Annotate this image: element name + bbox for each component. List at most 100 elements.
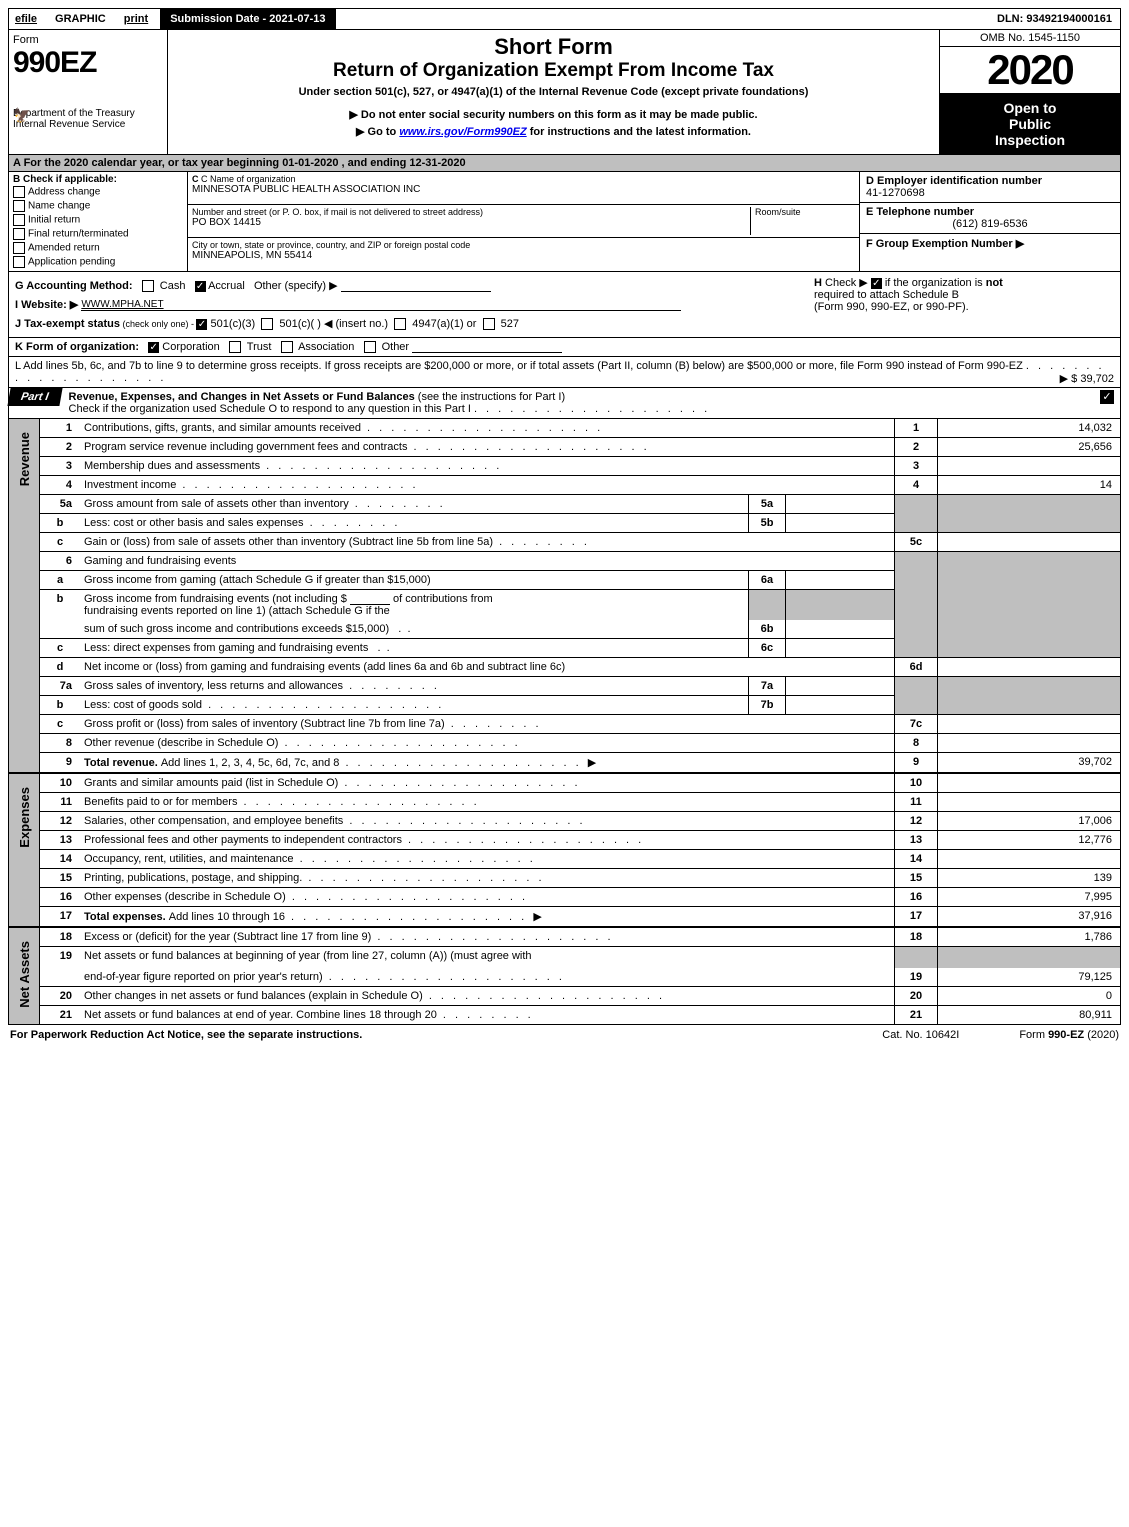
table-row: 7a Gross sales of inventory, less return… [9,677,1121,696]
k-line: K Form of organization: ✓ Corporation Tr… [8,338,1121,357]
irs-link[interactable]: www.irs.gov/Form990EZ [399,126,526,138]
expenses-tab: Expenses [9,773,40,927]
goto-pre: ▶ Go to [356,126,399,138]
dept-irs: Internal Revenue Service [13,119,163,130]
chk-application-pending[interactable]: Application pending [13,255,183,269]
meta-block: H Check ▶ ✓ if the organization is not r… [8,272,1121,338]
checkbox-icon [13,214,25,226]
line-val: 14,032 [938,419,1121,438]
part1-sub: Check if the organization used Schedule … [69,403,471,415]
chk-name-change[interactable]: Name change [13,199,183,213]
box-b: B Check if applicable: Address change Na… [9,172,188,271]
k-corp-checkbox[interactable]: ✓ [148,342,159,353]
g-accrual-checkbox[interactable]: ✓ [195,281,206,292]
efile-link[interactable]: efile [9,9,43,29]
checkbox-icon [13,200,25,212]
j-527-checkbox[interactable] [483,318,495,330]
table-row: 15Printing, publications, postage, and s… [9,869,1121,888]
table-row: cGain or (loss) from sale of assets othe… [9,533,1121,552]
table-row: 11Benefits paid to or for members . . . … [9,793,1121,812]
checkbox-icon [13,228,25,240]
chk-final-return[interactable]: Final return/terminated [13,227,183,241]
k-trust-checkbox[interactable] [229,341,241,353]
footer: For Paperwork Reduction Act Notice, see … [8,1025,1121,1041]
website-link[interactable]: WWW.MPHA.NET [81,299,681,311]
table-row: 4Investment income . . . . . . . . . . .… [9,476,1121,495]
top-bar: efile GRAPHIC print Submission Date - 20… [8,8,1121,30]
footer-left: For Paperwork Reduction Act Notice, see … [10,1029,362,1041]
goto-post: for instructions and the latest informat… [527,126,751,138]
e-label: E Telephone number [866,206,974,218]
g-other-input[interactable] [341,291,491,292]
c-org-name: MINNESOTA PUBLIC HEALTH ASSOCIATION INC [192,184,855,195]
d-ein: 41-1270698 [866,187,925,199]
table-row: 2Program service revenue including gover… [9,438,1121,457]
h-not: not [986,277,1003,289]
title-return: Return of Organization Exempt From Incom… [176,60,931,82]
table-row: 3Membership dues and assessments . . . .… [9,457,1121,476]
open-line1: Open to [940,100,1120,116]
f-label: F Group Exemption Number ▶ [866,238,1024,250]
table-row: dNet income or (loss) from gaming and fu… [9,658,1121,677]
title-short-form: Short Form [176,34,931,60]
table-row: 13Professional fees and other payments t… [9,831,1121,850]
chk-initial-return[interactable]: Initial return [13,213,183,227]
dln: DLN: 93492194000161 [989,9,1120,29]
j-label: J Tax-exempt status [15,318,120,330]
table-row: Revenue 1 Contributions, gifts, grants, … [9,419,1121,438]
k-label: K Form of organization: [15,341,139,353]
form-code: 990EZ [13,46,163,80]
c-label: C C Name of organization [192,174,855,184]
city-row: City or town, state or province, country… [188,238,859,270]
city-val: MINNEAPOLIS, MN 55414 [192,250,855,261]
i-label: I Website: ▶ [15,299,78,311]
addr-val: PO BOX 14415 [192,217,746,228]
j-501c3-checkbox[interactable]: ✓ [196,319,207,330]
line-num: 1 [40,419,81,438]
h-mid: if the organization is [885,277,986,289]
row-a-tax-year: A For the 2020 calendar year, or tax yea… [8,155,1121,172]
table-row: 14Occupancy, rent, utilities, and mainte… [9,850,1121,869]
footer-right: Form 990-EZ (2020) [1019,1029,1119,1041]
h-pre: H Check ▶ [814,277,871,289]
addr-row: Number and street (or P. O. box, if mail… [188,205,859,238]
goto-note: ▶ Go to www.irs.gov/Form990EZ for instru… [176,125,931,138]
k-other-input[interactable] [412,352,562,353]
part1-checkbox[interactable]: ✓ [1100,390,1114,404]
part1-title: Revenue, Expenses, and Changes in Net As… [61,388,1094,418]
footer-cat: Cat. No. 10642I [882,1029,959,1041]
part1-label: Part I [7,388,62,406]
e-phone: (612) 819-6536 [866,218,1114,230]
chk-amended-return[interactable]: Amended return [13,241,183,255]
table-row: 16Other expenses (describe in Schedule O… [9,888,1121,907]
l-line: L Add lines 5b, 6c, and 7b to line 9 to … [8,357,1121,388]
table-row: 9Total revenue. Add lines 1, 2, 3, 4, 5c… [9,753,1121,774]
entity-box: B Check if applicable: Address change Na… [8,172,1121,272]
checkbox-icon [13,186,25,198]
form-word: Form [13,34,163,46]
under-section: Under section 501(c), 527, or 4947(a)(1)… [176,86,931,98]
k-other-checkbox[interactable] [364,341,376,353]
line-ref: 1 [895,419,938,438]
h-post2: (Form 990, 990-EZ, or 990-PF). [814,301,969,313]
l-amount: ▶ $ 39,702 [1060,372,1114,385]
j-line: J Tax-exempt status (check only one) - ✓… [15,314,1114,333]
print-link[interactable]: print [118,9,154,29]
box-c: C C Name of organization MINNESOTA PUBLI… [188,172,859,271]
table-row: Expenses 10Grants and similar amounts pa… [9,773,1121,793]
omb-number: OMB No. 1545-1150 [940,30,1120,47]
j-4947-checkbox[interactable] [394,318,406,330]
chk-address-change[interactable]: Address change [13,185,183,199]
no-ssn-note: ▶ Do not enter social security numbers o… [176,108,931,121]
h-checkbox-icon[interactable]: ✓ [871,278,882,289]
box-def: D Employer identification number 41-1270… [859,172,1120,271]
dept-treasury: Department of the Treasury [13,108,163,119]
k-assoc-checkbox[interactable] [281,341,293,353]
table-row: 17Total expenses. Add lines 10 through 1… [9,907,1121,928]
part1-bar: Part I Revenue, Expenses, and Changes in… [8,388,1121,419]
revenue-tab: Revenue [9,419,40,773]
g-cash-checkbox[interactable] [142,280,154,292]
j-501c-checkbox[interactable] [261,318,273,330]
submission-date: Submission Date - 2021-07-13 [160,9,335,29]
table-row: end-of-year figure reported on prior yea… [9,968,1121,987]
